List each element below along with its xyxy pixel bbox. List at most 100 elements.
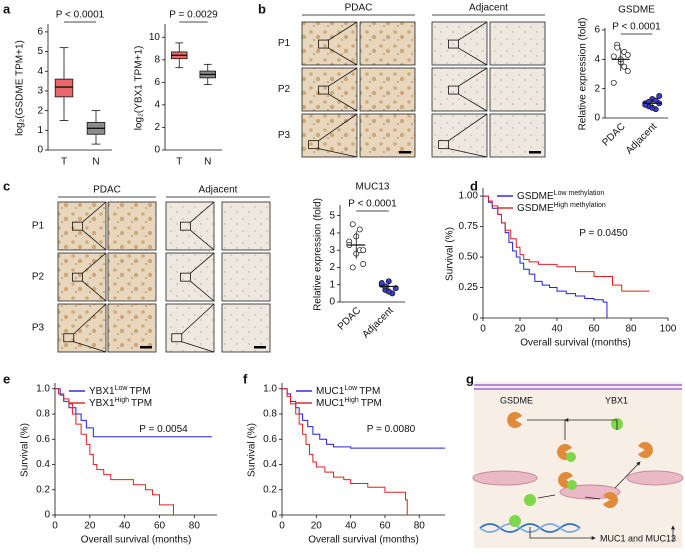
y-axis-label: Survival (%) <box>445 227 456 281</box>
panel-label: c <box>3 178 10 193</box>
y-tick-label: 5 <box>37 46 43 57</box>
x-tick-label: T <box>176 157 182 168</box>
zoom-line <box>181 303 215 335</box>
legend-entry: MUC1Low TPM <box>316 385 380 397</box>
zoom-line <box>328 93 358 112</box>
micrograph <box>165 303 215 353</box>
x-tick-label: 20 <box>84 521 96 532</box>
legend-superscript: Low <box>344 385 358 392</box>
y-tick-label: 2 <box>154 122 160 133</box>
x-tick-label: 80 <box>414 521 426 532</box>
zoom-line <box>448 148 488 158</box>
y-tick-label: 1.0 <box>263 383 277 394</box>
y-axis-label: Relative expression (fold) <box>578 18 589 131</box>
annotation: P < 0.0001 <box>348 199 397 210</box>
column-header: PDAC <box>93 185 121 196</box>
x-tick-label: 20 <box>311 521 323 532</box>
zoom-box <box>171 333 183 343</box>
scale-bar <box>399 151 411 154</box>
x-tick-label: 80 <box>625 324 637 335</box>
row-label: P1 <box>32 221 45 232</box>
survival-curve <box>55 388 174 515</box>
legend-superscript: Low <box>115 385 129 392</box>
y-tick-label: 0.4 <box>263 459 277 470</box>
y-axis-label: Relative expression (fold) <box>313 198 324 311</box>
y-tick-label: 4 <box>37 66 43 77</box>
x-tick-label: 0 <box>480 324 486 335</box>
x-tick-label: 60 <box>588 324 600 335</box>
zoom-line <box>458 67 488 87</box>
column-header: Adjacent <box>199 185 238 196</box>
x-tick-label: Adjacent <box>624 121 659 156</box>
x-tick-label: 60 <box>379 521 391 532</box>
data-point <box>360 247 367 254</box>
zoom-box <box>448 85 459 95</box>
y-tick-label: 6 <box>594 25 600 36</box>
y-tick-label: 0.8 <box>263 409 277 420</box>
y-tick-label: 3 <box>37 86 43 97</box>
complex-icon <box>567 480 577 490</box>
legend-name: MUC1 <box>316 398 345 409</box>
y-tick-label: 1.0 <box>36 383 50 394</box>
zoom-line <box>458 21 488 41</box>
chart-title: GSDME <box>618 5 655 16</box>
arrow <box>537 462 640 500</box>
micrograph <box>489 113 546 158</box>
zoom-box <box>72 221 83 231</box>
y-tick-label: 0.6 <box>36 434 50 445</box>
mechanism-diagram: GSDME YBX1 MUC1 and MUC13 <box>472 382 684 548</box>
arrow <box>527 420 618 440</box>
y-tick-label: 0 <box>154 145 160 156</box>
x-axis-label: Overall survival (months) <box>520 338 631 349</box>
micrograph <box>221 201 271 251</box>
zoom-line <box>82 229 107 251</box>
zoom-line <box>190 252 215 274</box>
micrograph <box>107 303 157 353</box>
legend-suffix: TPM <box>359 386 380 397</box>
micrograph <box>489 21 546 66</box>
annotation: P = 0.0450 <box>579 228 628 239</box>
row-label: P1 <box>278 38 291 49</box>
y-tick-label: 1.00 <box>459 191 479 202</box>
x-axis-label: Overall survival (months) <box>81 535 192 546</box>
x-tick-label: Adjacent <box>360 305 395 340</box>
data-point <box>614 44 621 51</box>
legend-entry: GSDMEHigh methylation <box>517 202 606 214</box>
zoom-line <box>82 252 107 274</box>
survival-curve <box>483 195 650 292</box>
y-tick-label: 2 <box>37 105 43 116</box>
annotation: P < 0.0001 <box>56 10 105 21</box>
y-tick-label: 0.50 <box>459 252 479 263</box>
micrograph <box>221 303 271 353</box>
y-tick-label: 5 <box>329 210 335 221</box>
micrograph <box>431 113 488 158</box>
x-tick-label: PDAC <box>600 121 627 148</box>
y-axis-label: log₂(YBX1 TPM+1) <box>134 46 145 131</box>
column-header: Adjacent <box>469 3 508 14</box>
x-tick-label: 100 <box>660 324 677 335</box>
data-point <box>356 226 363 233</box>
zoom-line <box>190 201 215 223</box>
y-tick-label: 0.6 <box>263 434 277 445</box>
column-header: PDAC <box>345 3 373 14</box>
x-tick-label: 40 <box>551 324 563 335</box>
legend-suffix: TPM <box>129 386 150 397</box>
y-tick-label: 0 <box>329 297 335 308</box>
scale-bar <box>140 346 152 349</box>
y-tick-label: 0 <box>37 145 43 156</box>
x-tick-label: 40 <box>345 521 357 532</box>
y-axis-label: Survival (%) <box>20 423 31 477</box>
legend-superscript: Low methylation <box>554 190 605 197</box>
y-tick-label: 4 <box>594 54 600 65</box>
row-label: P2 <box>32 272 45 283</box>
legend-superscript: High methylation <box>554 202 606 209</box>
x-tick-label: 20 <box>514 324 526 335</box>
legend-name: YBX1 <box>89 398 115 409</box>
complex-icon <box>566 452 576 462</box>
survival-curve <box>282 388 408 515</box>
y-tick-label: 0.2 <box>36 484 50 495</box>
micrograph <box>107 252 157 302</box>
zoom-line <box>190 280 215 302</box>
legend-superscript: High <box>115 397 130 404</box>
